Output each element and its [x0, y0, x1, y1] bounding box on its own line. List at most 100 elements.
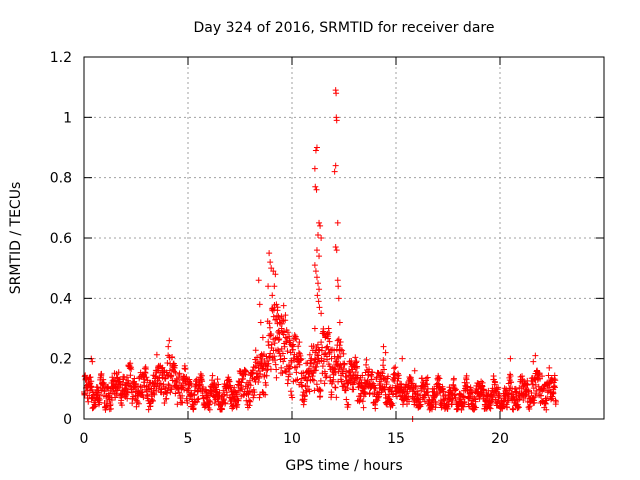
data-point	[472, 404, 479, 411]
data-point	[524, 382, 531, 389]
data-point	[168, 372, 175, 379]
data-point	[300, 369, 307, 376]
data-point	[333, 117, 340, 124]
data-point	[127, 360, 134, 367]
data-point	[278, 364, 285, 371]
data-point	[343, 396, 350, 403]
data-point	[200, 384, 207, 391]
x-tick-label: 10	[283, 431, 301, 447]
data-point	[289, 394, 296, 401]
data-point	[452, 386, 459, 393]
data-point	[262, 382, 269, 389]
data-point	[552, 377, 559, 384]
data-point	[283, 338, 290, 345]
data-point	[363, 356, 370, 363]
data-point	[311, 165, 318, 172]
data-point	[267, 259, 274, 266]
data-point	[112, 394, 119, 401]
data-point	[265, 342, 272, 349]
data-point	[336, 342, 343, 349]
data-point	[452, 387, 459, 394]
data-point	[176, 389, 183, 396]
data-point	[240, 392, 247, 399]
data-point	[328, 355, 335, 362]
data-point	[318, 235, 325, 241]
data-point	[405, 398, 412, 405]
data-point	[265, 360, 272, 367]
data-point	[326, 338, 333, 345]
data-point	[324, 356, 331, 363]
data-point	[281, 343, 288, 350]
data-point	[253, 354, 260, 361]
data-point	[206, 406, 213, 413]
data-point	[416, 402, 423, 409]
y-tick-label: 0	[63, 412, 72, 428]
data-point	[492, 379, 499, 386]
data-point	[468, 387, 475, 394]
data-point	[245, 391, 252, 398]
data-point	[280, 331, 287, 338]
data-point	[263, 367, 270, 374]
data-point	[294, 376, 301, 383]
data-point	[313, 144, 320, 151]
data-point	[92, 402, 99, 409]
data-point	[167, 384, 174, 391]
data-point	[446, 384, 453, 391]
data-point	[214, 376, 221, 383]
data-point	[282, 334, 289, 341]
data-point	[143, 374, 150, 381]
data-point	[440, 388, 447, 395]
data-point	[247, 382, 254, 389]
data-point	[389, 402, 396, 409]
data-point	[360, 404, 367, 411]
data-point	[399, 355, 406, 362]
data-point	[444, 405, 451, 412]
data-point	[519, 376, 526, 383]
data-point	[379, 370, 386, 377]
data-point	[319, 363, 326, 370]
data-point	[312, 183, 319, 190]
data-point	[322, 370, 329, 377]
data-point	[409, 380, 416, 387]
x-axis-label: GPS time / hours	[285, 458, 402, 474]
data-point	[235, 397, 242, 404]
data-point	[332, 384, 339, 391]
data-point	[272, 316, 279, 323]
data-point	[87, 374, 94, 381]
data-point	[96, 391, 103, 398]
data-point	[480, 386, 487, 393]
data-point	[267, 350, 274, 357]
data-point	[222, 399, 229, 406]
chart-title: Day 324 of 2016, SRMTID for receiver dar…	[194, 20, 495, 36]
data-point	[275, 313, 282, 320]
data-point	[282, 317, 289, 324]
y-tick-label: 0.6	[50, 231, 72, 247]
data-point	[320, 358, 327, 365]
data-point	[96, 396, 103, 403]
data-point	[510, 406, 517, 413]
data-point	[259, 334, 266, 341]
data-point	[308, 355, 315, 362]
data-point	[428, 406, 435, 413]
data-point	[317, 377, 324, 384]
data-point	[542, 400, 549, 407]
data-point	[286, 337, 293, 344]
data-point	[272, 271, 279, 278]
data-point	[507, 355, 514, 362]
data-point	[194, 396, 201, 403]
data-point	[237, 384, 244, 391]
y-axis-label: SRMTID / TECUs	[8, 182, 24, 295]
data-point	[333, 247, 340, 254]
data-point	[281, 355, 288, 362]
data-point	[295, 343, 302, 350]
data-point	[315, 280, 321, 287]
data-point	[163, 395, 170, 402]
data-point	[226, 378, 233, 385]
data-point	[355, 384, 362, 391]
data-point	[269, 292, 276, 299]
data-point	[337, 353, 344, 360]
data-point	[372, 405, 379, 412]
data-point	[335, 295, 342, 302]
data-point	[172, 369, 179, 376]
